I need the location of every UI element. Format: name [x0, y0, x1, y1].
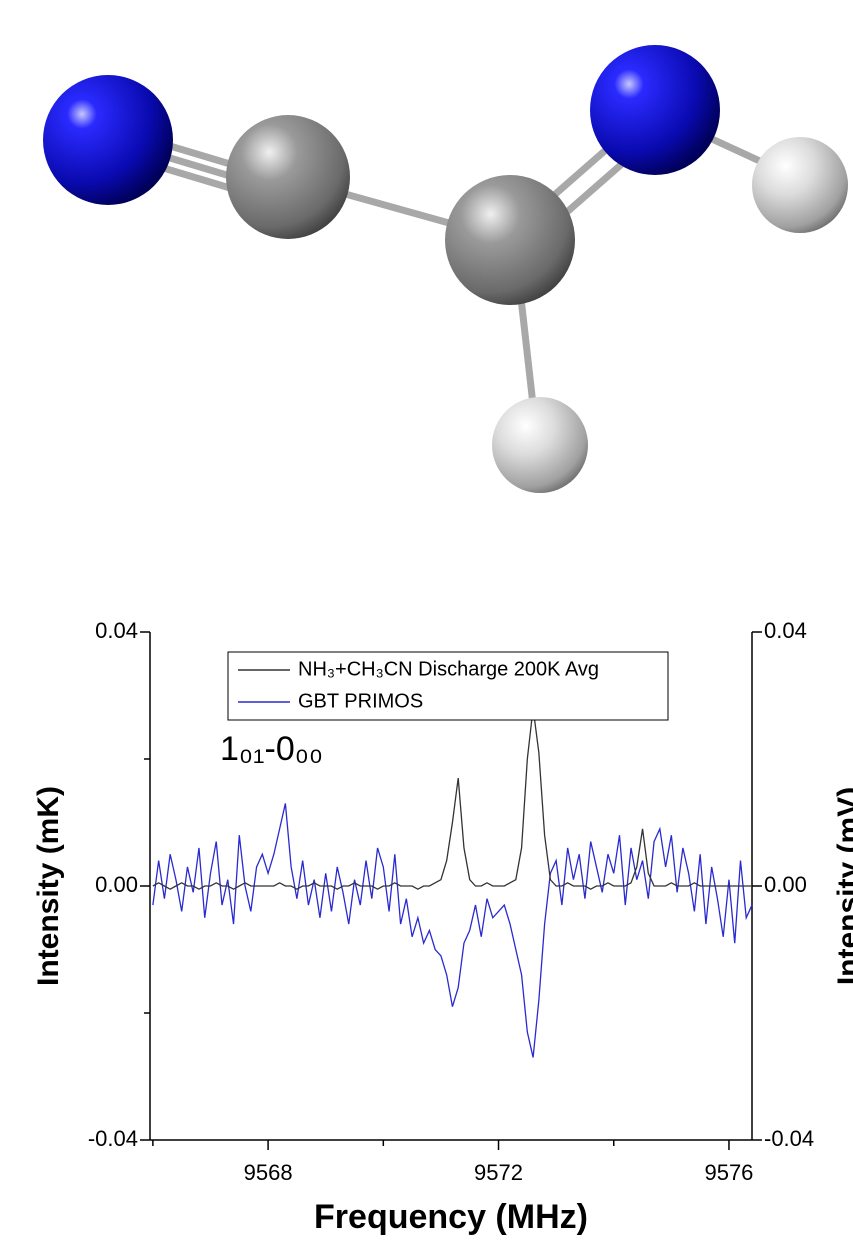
- y-axis-title: Intensity (mK): [32, 786, 65, 986]
- atom-h: [492, 397, 588, 493]
- series-line: [153, 803, 752, 1057]
- annotation: 1₀₁-0₀₀: [220, 730, 323, 768]
- y2-axis-title: Intensity (mV): [832, 787, 853, 985]
- x-tick-label: 9572: [474, 1160, 523, 1185]
- molecule: [43, 45, 848, 493]
- x-tick-label: 9568: [244, 1160, 293, 1185]
- atom-c: [445, 175, 575, 305]
- atom-n: [43, 75, 173, 205]
- y-tick-label: 0.04: [95, 618, 138, 643]
- atom-n: [590, 45, 720, 175]
- atom-h: [752, 137, 848, 233]
- y2-tick-label: 0.04: [764, 618, 807, 643]
- y2-tick-label: -0.04: [764, 1126, 814, 1151]
- figure: Frequency (MHz) Intensity (mK) Intensity…: [0, 0, 853, 1250]
- atom-c: [226, 115, 350, 239]
- y-tick-label: 0.00: [95, 872, 138, 897]
- legend-label: GBT PRIMOS: [298, 690, 423, 712]
- page: {"chart_data": {"type": "line", "x_label…: [0, 0, 853, 1250]
- x-axis-title: Frequency (MHz): [314, 1198, 588, 1236]
- chart: Frequency (MHz) Intensity (mK) Intensity…: [32, 618, 853, 1236]
- y-tick-label: -0.04: [88, 1126, 138, 1151]
- y2-tick-label: 0.00: [764, 872, 807, 897]
- x-tick-label: 9576: [704, 1160, 753, 1185]
- legend-label: NH₃+CH₃CN Discharge 200K Avg: [298, 658, 599, 680]
